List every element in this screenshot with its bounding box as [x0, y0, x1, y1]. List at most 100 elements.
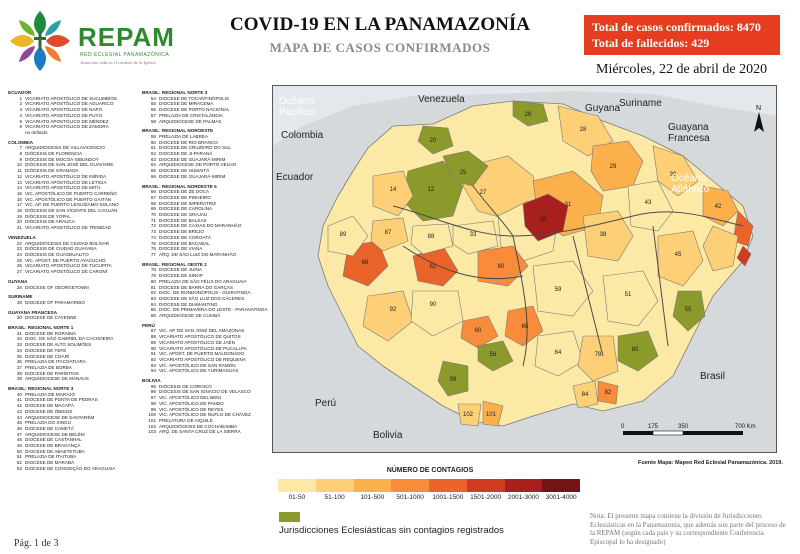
diocese-item: 44 ARQUIDIOCESE DE SANTARÉM [8, 415, 136, 421]
diocese-name: DIOCESE DE BREJO [159, 229, 204, 235]
diocese-name: VIC. APOSTÓLICO DE SAN RAMÓN [159, 362, 236, 368]
svg-text:99: 99 [450, 377, 457, 383]
diocese-number: 43 [16, 408, 22, 414]
diocese-number: 17 [16, 202, 22, 208]
svg-text:78: 78 [595, 352, 602, 358]
legend-title: NÚMERO DE CONTAGIOS [386, 467, 474, 474]
map-note: Nota: El presente mapa contiene la divis… [590, 512, 786, 547]
diocese-item: 46 DIOCESE DE CAMETÁ [8, 426, 136, 432]
diocese-name: VIC. APOSTÓLICO DE PUERTO CARREÑO [25, 190, 117, 196]
diocese-name: DIOCESE DE GUAJARÁ-MIRIM [159, 156, 226, 162]
diocese-item: 13 VICARIATO APOSTÓLICO DE LETICIA [8, 180, 136, 186]
total-deaths: Total de fallecidos: 429 [592, 36, 710, 50]
svg-text:N: N [756, 105, 761, 112]
diocese-item: 95 DIÓCESIS DE COROICO [142, 384, 270, 390]
diocese-name: VICARIATO APOSTÓLICO DE TRINIDAD [25, 225, 111, 231]
diocese-number: 77 [150, 251, 156, 257]
label-suriname: Suriname [619, 98, 662, 109]
diocese-name: DIOCESE DE BACABAL [159, 240, 210, 246]
scale-bar: 0 175 350 700 Km [621, 424, 756, 436]
label-french-guiana: Guayana Francesa [668, 122, 710, 144]
legend-class-label: 3001-4000 [545, 494, 577, 501]
diocese-number: 41 [16, 397, 22, 403]
diocese-item: 18 DIÓCESIS DE SAN VICENTE DEL CAGUÁN [8, 208, 136, 214]
svg-text:12: 12 [428, 187, 435, 193]
diocese-item: 7 ARQUIDIÓCESIS DE VILLAVICENCIO [8, 145, 136, 151]
diocese-name: DIOC. DE SÃO GABRIEL DA CACHOEIRA [25, 336, 114, 342]
diocese-number: 15 [16, 190, 22, 196]
diocese-name: DIOCESE DE COARI [25, 353, 70, 359]
diocese-item: 31 DIOCESE DE RORAIMA [8, 331, 136, 337]
diocese-item: 39 ARQUIDIOCESE DE MANAUS [8, 376, 136, 382]
diocese-name: VICARIATO APOSTÓLICO DE INÍRIDA [25, 173, 107, 179]
legend-class-label: 1001-1500 [432, 494, 464, 501]
diocese-item: 4 VICARIATO APOSTÓLICO DE PUYO [8, 113, 136, 119]
legend-color-bar [278, 479, 580, 492]
diocese-name: DIOCESE DE DIAMANTINO [159, 301, 218, 307]
diocese-number: 65 [150, 168, 156, 174]
diocese-item: 10 DIÓCESIS DE SAN JOSÉ DEL GUAVIARE [8, 162, 136, 168]
diocese-item: 11 DIÓCESIS DE GRANADA [8, 168, 136, 174]
diocese-number: 8 [19, 151, 22, 157]
diocese-item: 38 DIOCESE DE PARINTINS [8, 371, 136, 377]
diocese-name: PRELAZIA DE CRISTALÂNDIA [159, 112, 223, 118]
diocese-item: 89 VICARIATO APOSTÓLICO DE JAÉN [142, 340, 270, 346]
diocese-number: 21 [16, 225, 22, 231]
legend-swatch [278, 479, 316, 492]
diocese-name: VIC. APOST. DE PUERTO MALDONADO [159, 351, 245, 357]
diocese-item: 16 VIC. APOSTÓLICO DE PUERTO GAITÁN [8, 197, 136, 203]
diocese-item: 33 DIOCESE DE ALTO SOLIMÕES [8, 342, 136, 348]
diocese-number: 51 [16, 454, 22, 460]
diocese-name: DIOCESE DE CONCEIÇÃO DO ARAGUAIA [25, 465, 116, 471]
diocese-number: 64 [150, 162, 156, 168]
label-peru: Perú [315, 398, 336, 409]
diocese-number: 76 [150, 246, 156, 252]
diocese-item: 91 VIC. APOST. DE PUERTO MALDONADO [142, 351, 270, 357]
diocese-name: DIOCESE DE RIO BRANCO [159, 139, 218, 145]
diocese-number: 91 [150, 351, 156, 357]
diocese-number: 20 [16, 219, 22, 225]
svg-text:43: 43 [645, 200, 652, 206]
legend-class-label: 01-50 [288, 494, 306, 501]
diocese-item: 79 DIOCESE DE SINOP [142, 273, 270, 279]
diocese-name: DIOCESE DE GRAJAÚ [159, 212, 208, 218]
diocese-name: DIOCESE DE SÃO LUIZ DOS CÁCERES [159, 295, 245, 301]
svg-text:68: 68 [362, 260, 369, 266]
diocese-item: 67 DIOCESE DE PINHEIRO [142, 195, 270, 201]
diocese-number: 74 [150, 234, 156, 240]
diocese-number: 1 [19, 95, 22, 101]
diocese-name: VIC. AP. DE PUERTO LEGUÍZAMO-SOLANO [25, 202, 119, 208]
diocese-name: VICARIATO APOSTÓLICO DE PUYO [25, 112, 103, 118]
diocese-item: 47 ARQUIDIOCESE DE BELÉM [8, 432, 136, 438]
svg-text:60: 60 [475, 328, 482, 334]
diocese-item: 51 PRELAZIA DE ITAITUBA [8, 454, 136, 460]
diocese-name: PRELAZIA DE LÁBREA [159, 133, 209, 139]
diocese-item: 83 DIOCESE DE SÃO LUIZ DOS CÁCERES [142, 296, 270, 302]
legend-swatch [504, 479, 543, 492]
diocese-name: DIÓCESIS DE MOCOA-SIBUNDOY [25, 156, 99, 162]
diocese-name: DIOCESE DE VIANA [159, 246, 203, 252]
diocese-name: DIOCESE DE RORAIMA [25, 330, 77, 336]
diocese-item: 103 ARQ. DE SANTA CRUZ DE LA SIERRA [142, 429, 270, 435]
diocese-column-1: ECUADOR 1 VICARIATO APOSTÓLICO DE SUCUMBÍO… [8, 86, 136, 472]
diocese-region-heading: BRASIL: REGIONAL NORTE 1 [8, 325, 74, 331]
diocese-name: VICARIATO APOSTÓLICO DE SUCUMBÍOS [25, 95, 117, 101]
diocese-item: 43 DIOCESE DE ÓBIDOS [8, 409, 136, 415]
diocese-number: 94 [150, 368, 156, 374]
diocese-name: PRELAZIA DO XINGU [25, 420, 71, 426]
map-source: Fuente Mapa: Mapeo Red Eclesial Panamazó… [638, 460, 783, 466]
legend-nodata-label: Jurisdicciones Eclesiásticas sin contagi… [279, 525, 504, 536]
diocese-number: 59 [150, 133, 156, 139]
diocese-name: DIOCESE DE CAROLINA [159, 206, 213, 212]
diocese-name: DIOCESE DE MARABÁ [25, 460, 75, 466]
svg-text:55: 55 [685, 307, 692, 313]
diocese-name: DIOCESE DE CAYENNE [25, 315, 77, 321]
svg-text:84: 84 [582, 392, 589, 398]
svg-text:36: 36 [540, 217, 547, 223]
diocese-column-2: BRASIL: REGIONAL NORTE 3 54 DIOCESE DE TOC… [142, 86, 270, 435]
diocese-name: DIÓCESIS DE SAN VICENTE DEL CAGUÁN [25, 208, 118, 214]
diocese-region-heading: GUYANA [8, 278, 28, 284]
diocese-number: 6 [19, 124, 22, 130]
svg-text:51: 51 [625, 292, 632, 298]
label-colombia: Colombia [281, 130, 324, 141]
